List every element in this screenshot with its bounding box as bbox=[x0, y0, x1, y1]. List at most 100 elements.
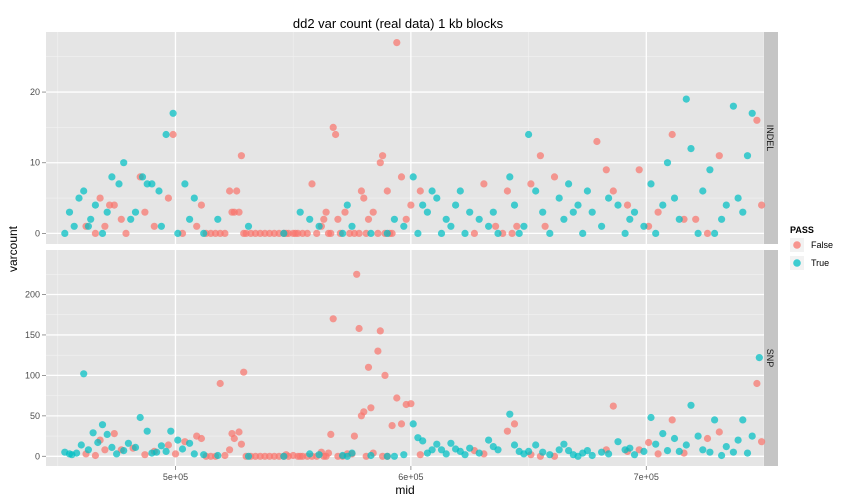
point-indel-true-64 bbox=[546, 229, 554, 237]
point-snp-true-62 bbox=[532, 441, 540, 449]
point-indel-false-51 bbox=[329, 123, 337, 131]
point-snp-true-31 bbox=[306, 450, 314, 458]
point-indel-true-24 bbox=[186, 215, 194, 223]
point-indel-false-47 bbox=[320, 215, 328, 223]
point-snp-true-98 bbox=[748, 432, 756, 440]
point-indel-false-86 bbox=[550, 173, 559, 181]
point-indel-true-27 bbox=[214, 215, 222, 223]
point-snp-true-22 bbox=[167, 427, 175, 435]
point-snp-true-9 bbox=[98, 421, 107, 429]
point-snp-true-81 bbox=[652, 440, 660, 448]
point-indel-true-67 bbox=[565, 180, 573, 188]
point-snp-false-54 bbox=[353, 270, 361, 278]
point-indel-true-55 bbox=[489, 208, 497, 216]
point-indel-true-30 bbox=[296, 208, 304, 216]
point-snp-true-95 bbox=[734, 436, 742, 444]
point-indel-true-91 bbox=[711, 229, 719, 237]
point-indel-true-76 bbox=[621, 229, 629, 237]
point-indel-true-97 bbox=[743, 152, 752, 160]
y-tick-label-snp-1: 50 bbox=[30, 411, 40, 421]
point-indel-true-79 bbox=[640, 222, 648, 230]
point-indel-true-98 bbox=[748, 109, 756, 117]
point-indel-false-64 bbox=[374, 229, 382, 237]
point-snp-false-88 bbox=[703, 434, 712, 443]
point-indel-true-47 bbox=[442, 215, 450, 223]
point-indel-true-77 bbox=[626, 215, 634, 223]
point-indel-true-95 bbox=[734, 194, 742, 202]
legend: PASS False True bbox=[790, 225, 833, 270]
point-indel-false-68 bbox=[383, 187, 391, 195]
point-indel-false-80 bbox=[503, 187, 511, 195]
point-indel-true-52 bbox=[466, 208, 474, 216]
point-snp-true-13 bbox=[120, 447, 128, 455]
point-indel-true-74 bbox=[605, 194, 613, 202]
point-indel-true-36 bbox=[367, 229, 375, 237]
point-indel-false-100 bbox=[758, 201, 766, 209]
point-indel-true-41 bbox=[414, 229, 422, 237]
point-indel-true-89 bbox=[699, 187, 707, 195]
point-snp-true-77 bbox=[626, 444, 634, 452]
point-snp-true-26 bbox=[190, 450, 198, 458]
point-snp-false-57 bbox=[360, 408, 368, 416]
point-indel-false-91 bbox=[635, 166, 643, 174]
point-indel-false-73 bbox=[402, 215, 410, 223]
y-tick-label-snp-2: 100 bbox=[25, 370, 40, 380]
point-indel-false-96 bbox=[692, 215, 700, 223]
point-indel-true-4 bbox=[80, 187, 88, 195]
y-tick-label-snp-4: 200 bbox=[25, 289, 40, 299]
point-snp-false-21 bbox=[230, 434, 238, 443]
point-indel-true-83 bbox=[663, 159, 672, 167]
point-indel-true-69 bbox=[574, 201, 582, 209]
point-snp-true-63 bbox=[539, 448, 547, 456]
point-snp-false-18 bbox=[221, 451, 229, 460]
point-indel-true-72 bbox=[588, 208, 596, 216]
point-indel-true-2 bbox=[70, 222, 78, 230]
strip-label-snp: SNP bbox=[765, 349, 775, 368]
point-indel-false-89 bbox=[609, 187, 617, 195]
point-indel-false-77 bbox=[480, 180, 488, 188]
point-indel-true-33 bbox=[339, 229, 347, 237]
legend-title: PASS bbox=[790, 225, 814, 235]
legend-label-true: True bbox=[811, 258, 829, 268]
point-indel-true-29 bbox=[280, 229, 288, 237]
point-snp-true-83 bbox=[663, 447, 672, 455]
point-indel-true-40 bbox=[409, 173, 417, 181]
point-indel-false-2 bbox=[96, 194, 104, 202]
point-indel-true-23 bbox=[181, 180, 189, 188]
point-snp-false-63 bbox=[376, 327, 384, 335]
point-indel-false-84 bbox=[536, 152, 545, 160]
point-snp-true-25 bbox=[186, 439, 194, 447]
y-axis-title: varcount bbox=[6, 225, 20, 272]
x-axis-title: mid bbox=[395, 483, 414, 497]
y-tick-label-indel-0: 0 bbox=[35, 228, 40, 238]
point-snp-true-15 bbox=[131, 443, 140, 451]
point-indel-false-44 bbox=[308, 180, 316, 188]
point-snp-false-71 bbox=[407, 400, 415, 408]
strip-label-indel: INDEL bbox=[765, 125, 775, 152]
point-snp-false-7 bbox=[141, 451, 149, 459]
point-indel-true-92 bbox=[718, 215, 726, 223]
point-snp-true-96 bbox=[739, 416, 747, 424]
point-snp-true-94 bbox=[729, 448, 738, 456]
point-snp-false-23 bbox=[237, 440, 245, 448]
point-snp-true-78 bbox=[630, 451, 639, 459]
point-snp-false-68 bbox=[393, 394, 401, 402]
point-indel-true-3 bbox=[75, 194, 83, 202]
point-snp-true-87 bbox=[687, 401, 695, 409]
point-snp-true-88 bbox=[694, 432, 702, 440]
point-snp-true-12 bbox=[113, 450, 121, 458]
point-indel-true-44 bbox=[428, 187, 436, 195]
point-indel-true-11 bbox=[115, 180, 123, 188]
point-snp-true-92 bbox=[718, 451, 726, 460]
point-snp-true-75 bbox=[614, 438, 622, 446]
point-snp-false-59 bbox=[364, 363, 373, 371]
point-snp-false-90 bbox=[753, 379, 761, 388]
point-indel-true-48 bbox=[447, 222, 455, 230]
point-snp-true-5 bbox=[80, 370, 88, 378]
point-snp-true-45 bbox=[433, 440, 441, 448]
point-snp-false-72 bbox=[416, 451, 424, 459]
point-indel-false-1 bbox=[91, 229, 99, 237]
point-indel-true-8 bbox=[98, 229, 107, 237]
point-snp-true-67 bbox=[565, 447, 573, 455]
point-snp-true-64 bbox=[546, 451, 554, 459]
